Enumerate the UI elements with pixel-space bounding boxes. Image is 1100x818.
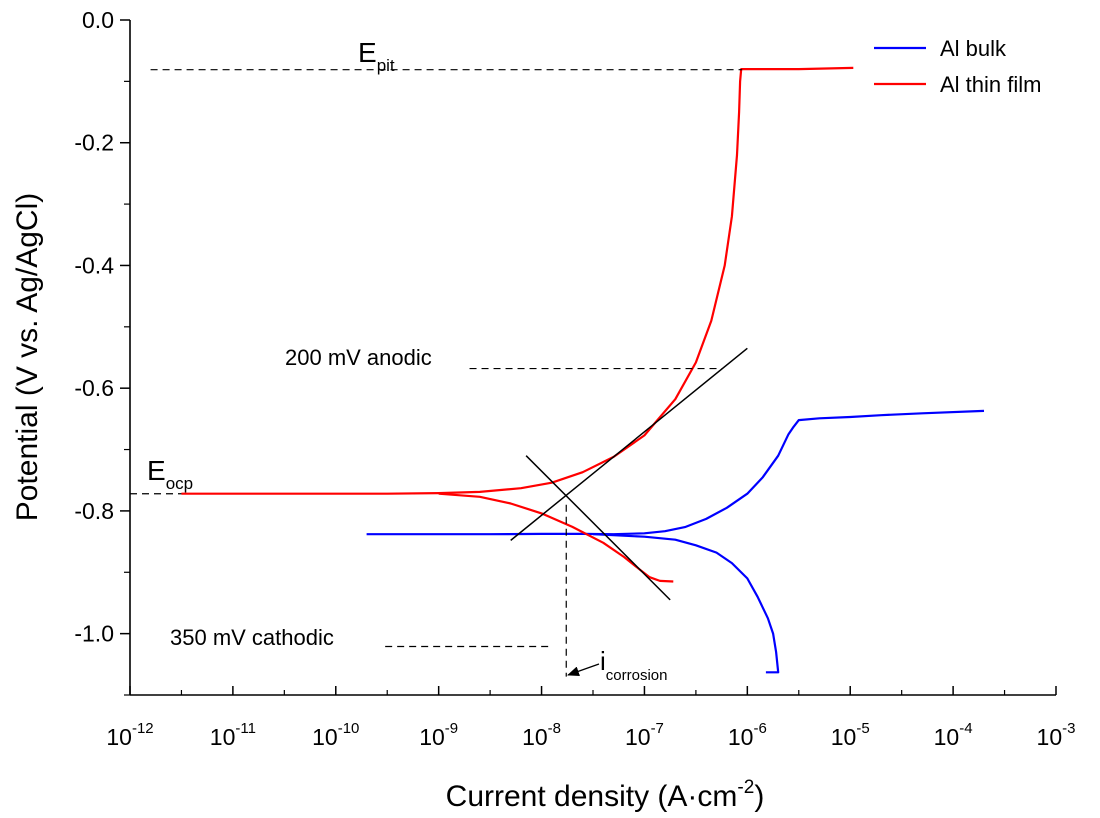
y-tick-label: -0.2	[74, 130, 114, 156]
x-tick-label: 10-5	[831, 720, 870, 750]
annotation-icorrosion: icorrosion	[600, 646, 667, 684]
series-layer	[181, 66, 985, 674]
x-tick-label: 10-9	[419, 720, 458, 750]
icorrosion-arrow	[567, 663, 600, 677]
x-tick-label: 10-4	[934, 720, 973, 750]
series-al-thin-film-cathodic-branch	[438, 492, 674, 583]
x-tick-label: 10-10	[312, 720, 359, 750]
y-tick-label: -1.0	[74, 621, 114, 647]
annotation-epit: Epit	[358, 37, 395, 75]
cathodic-tafel-fit-line	[525, 455, 671, 601]
y-tick-label: -0.4	[74, 252, 114, 278]
y-tick-label: -0.8	[74, 498, 114, 524]
x-tick-label: 10-3	[1037, 720, 1076, 750]
y-tick-label: -0.6	[74, 375, 114, 401]
anodic-tafel-fit-line	[510, 347, 748, 541]
annotation-350mv-cathodic: 350 mV cathodic	[170, 625, 334, 650]
x-tick-label: 10-6	[728, 720, 767, 750]
legend-label-al-bulk: Al bulk	[940, 36, 1007, 61]
x-tick-label: 10-12	[106, 720, 153, 750]
tick-layer: 10-12 10-11 10-10 10-9 10-8 10-7 10-6 10-5 10-4 1…	[74, 7, 1075, 750]
legend: Al bulk Al thin film	[874, 36, 1041, 97]
series-al-bulk	[366, 409, 985, 536]
series-al-thin-film	[181, 66, 854, 495]
series-al-bulk-cathodic-branch	[592, 533, 780, 674]
annotation-eocp: Eocp	[147, 455, 193, 493]
legend-label-al-thin-film: Al thin film	[940, 72, 1041, 97]
y-axis-label: Potential (V vs. Ag/AgCl)	[11, 193, 44, 521]
y-tick-label: 0.0	[82, 7, 114, 33]
overlay-layer	[130, 69, 748, 677]
x-tick-label: 10-11	[210, 720, 256, 750]
x-tick-label: 10-8	[522, 720, 561, 750]
x-tick-label: 10-7	[625, 720, 664, 750]
x-axis-label: Current density (A·cm-2)	[446, 777, 765, 813]
annotation-200mv-anodic: 200 mV anodic	[285, 345, 432, 370]
